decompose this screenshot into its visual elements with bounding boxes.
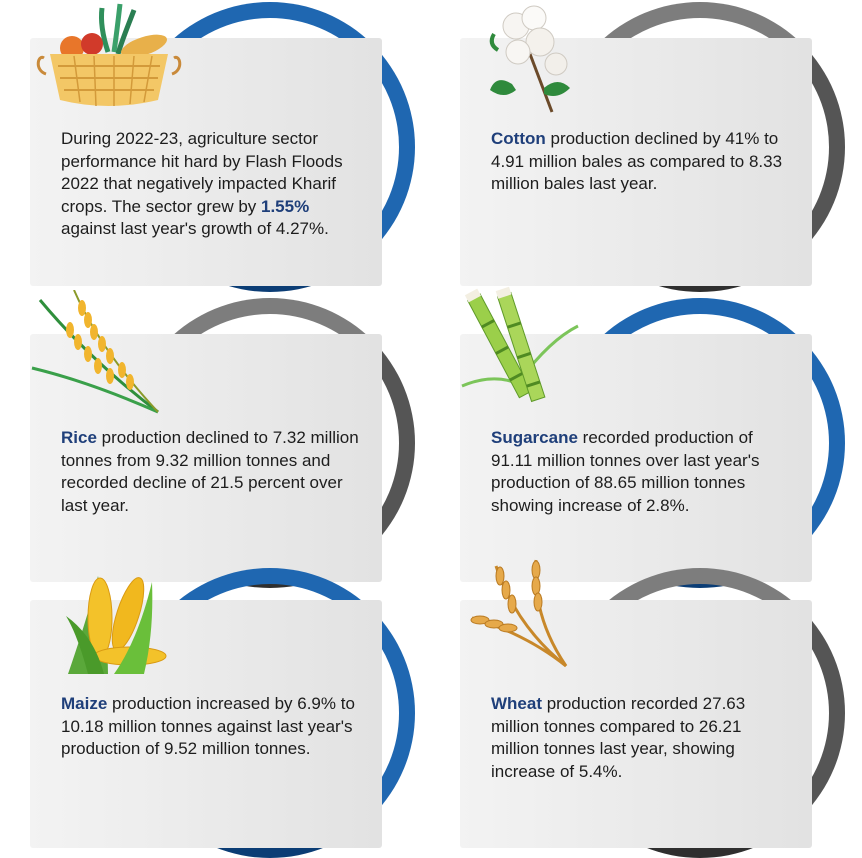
card-maize: Maize production increased by 6.9% to 10… [30, 562, 430, 858]
wheat-icon [470, 559, 568, 668]
cotton-icon [489, 5, 570, 113]
card-panel [30, 334, 382, 582]
keyword: 1.55% [261, 196, 310, 216]
body-text: recorded production of 91.11 million ton… [491, 428, 760, 515]
rice-plant-icon [31, 290, 159, 414]
card-text: During 2022-23, agriculture sector perfo… [61, 128, 361, 241]
keyword: Cotton [491, 129, 546, 148]
card-text: Sugarcane recorded production of 91.11 m… [491, 427, 791, 517]
card-text: Cotton production declined by 41% to 4.9… [491, 128, 791, 196]
maize-icon [66, 576, 167, 674]
body-text: production declined by 41% to 4.91 milli… [491, 129, 783, 193]
card-text: Wheat production recorded 27.63 million … [491, 693, 791, 783]
card-panel [460, 38, 812, 286]
card-agriculture: During 2022-23, agriculture sector perfo… [30, 0, 430, 292]
body-text: production declined to 7.32 million tonn… [61, 428, 359, 515]
keyword: Sugarcane [491, 428, 578, 447]
card-cotton: Cotton production declined by 41% to 4.9… [460, 0, 860, 292]
keyword: Wheat [491, 694, 542, 713]
card-text: Maize production increased by 6.9% to 10… [61, 693, 361, 761]
card-sugarcane: Sugarcane recorded production of 91.11 m… [460, 286, 860, 588]
card-text: Rice production declined to 7.32 million… [61, 427, 361, 517]
card-rice: Rice production declined to 7.32 million… [30, 290, 430, 588]
card-wheat: Wheat production recorded 27.63 million … [460, 559, 860, 858]
body-text: production increased by 6.9% to 10.18 mi… [61, 694, 355, 758]
body-text: production recorded 27.63 million tonnes… [491, 694, 746, 781]
body-text: against last year's growth of 4.27%. [61, 219, 329, 238]
body-text: During 2022-23, agriculture sector perfo… [61, 129, 343, 216]
sugarcane-icon [461, 286, 579, 403]
keyword: Maize [61, 694, 108, 713]
fruit-basket-icon [36, 3, 182, 107]
keyword: Rice [61, 428, 97, 447]
